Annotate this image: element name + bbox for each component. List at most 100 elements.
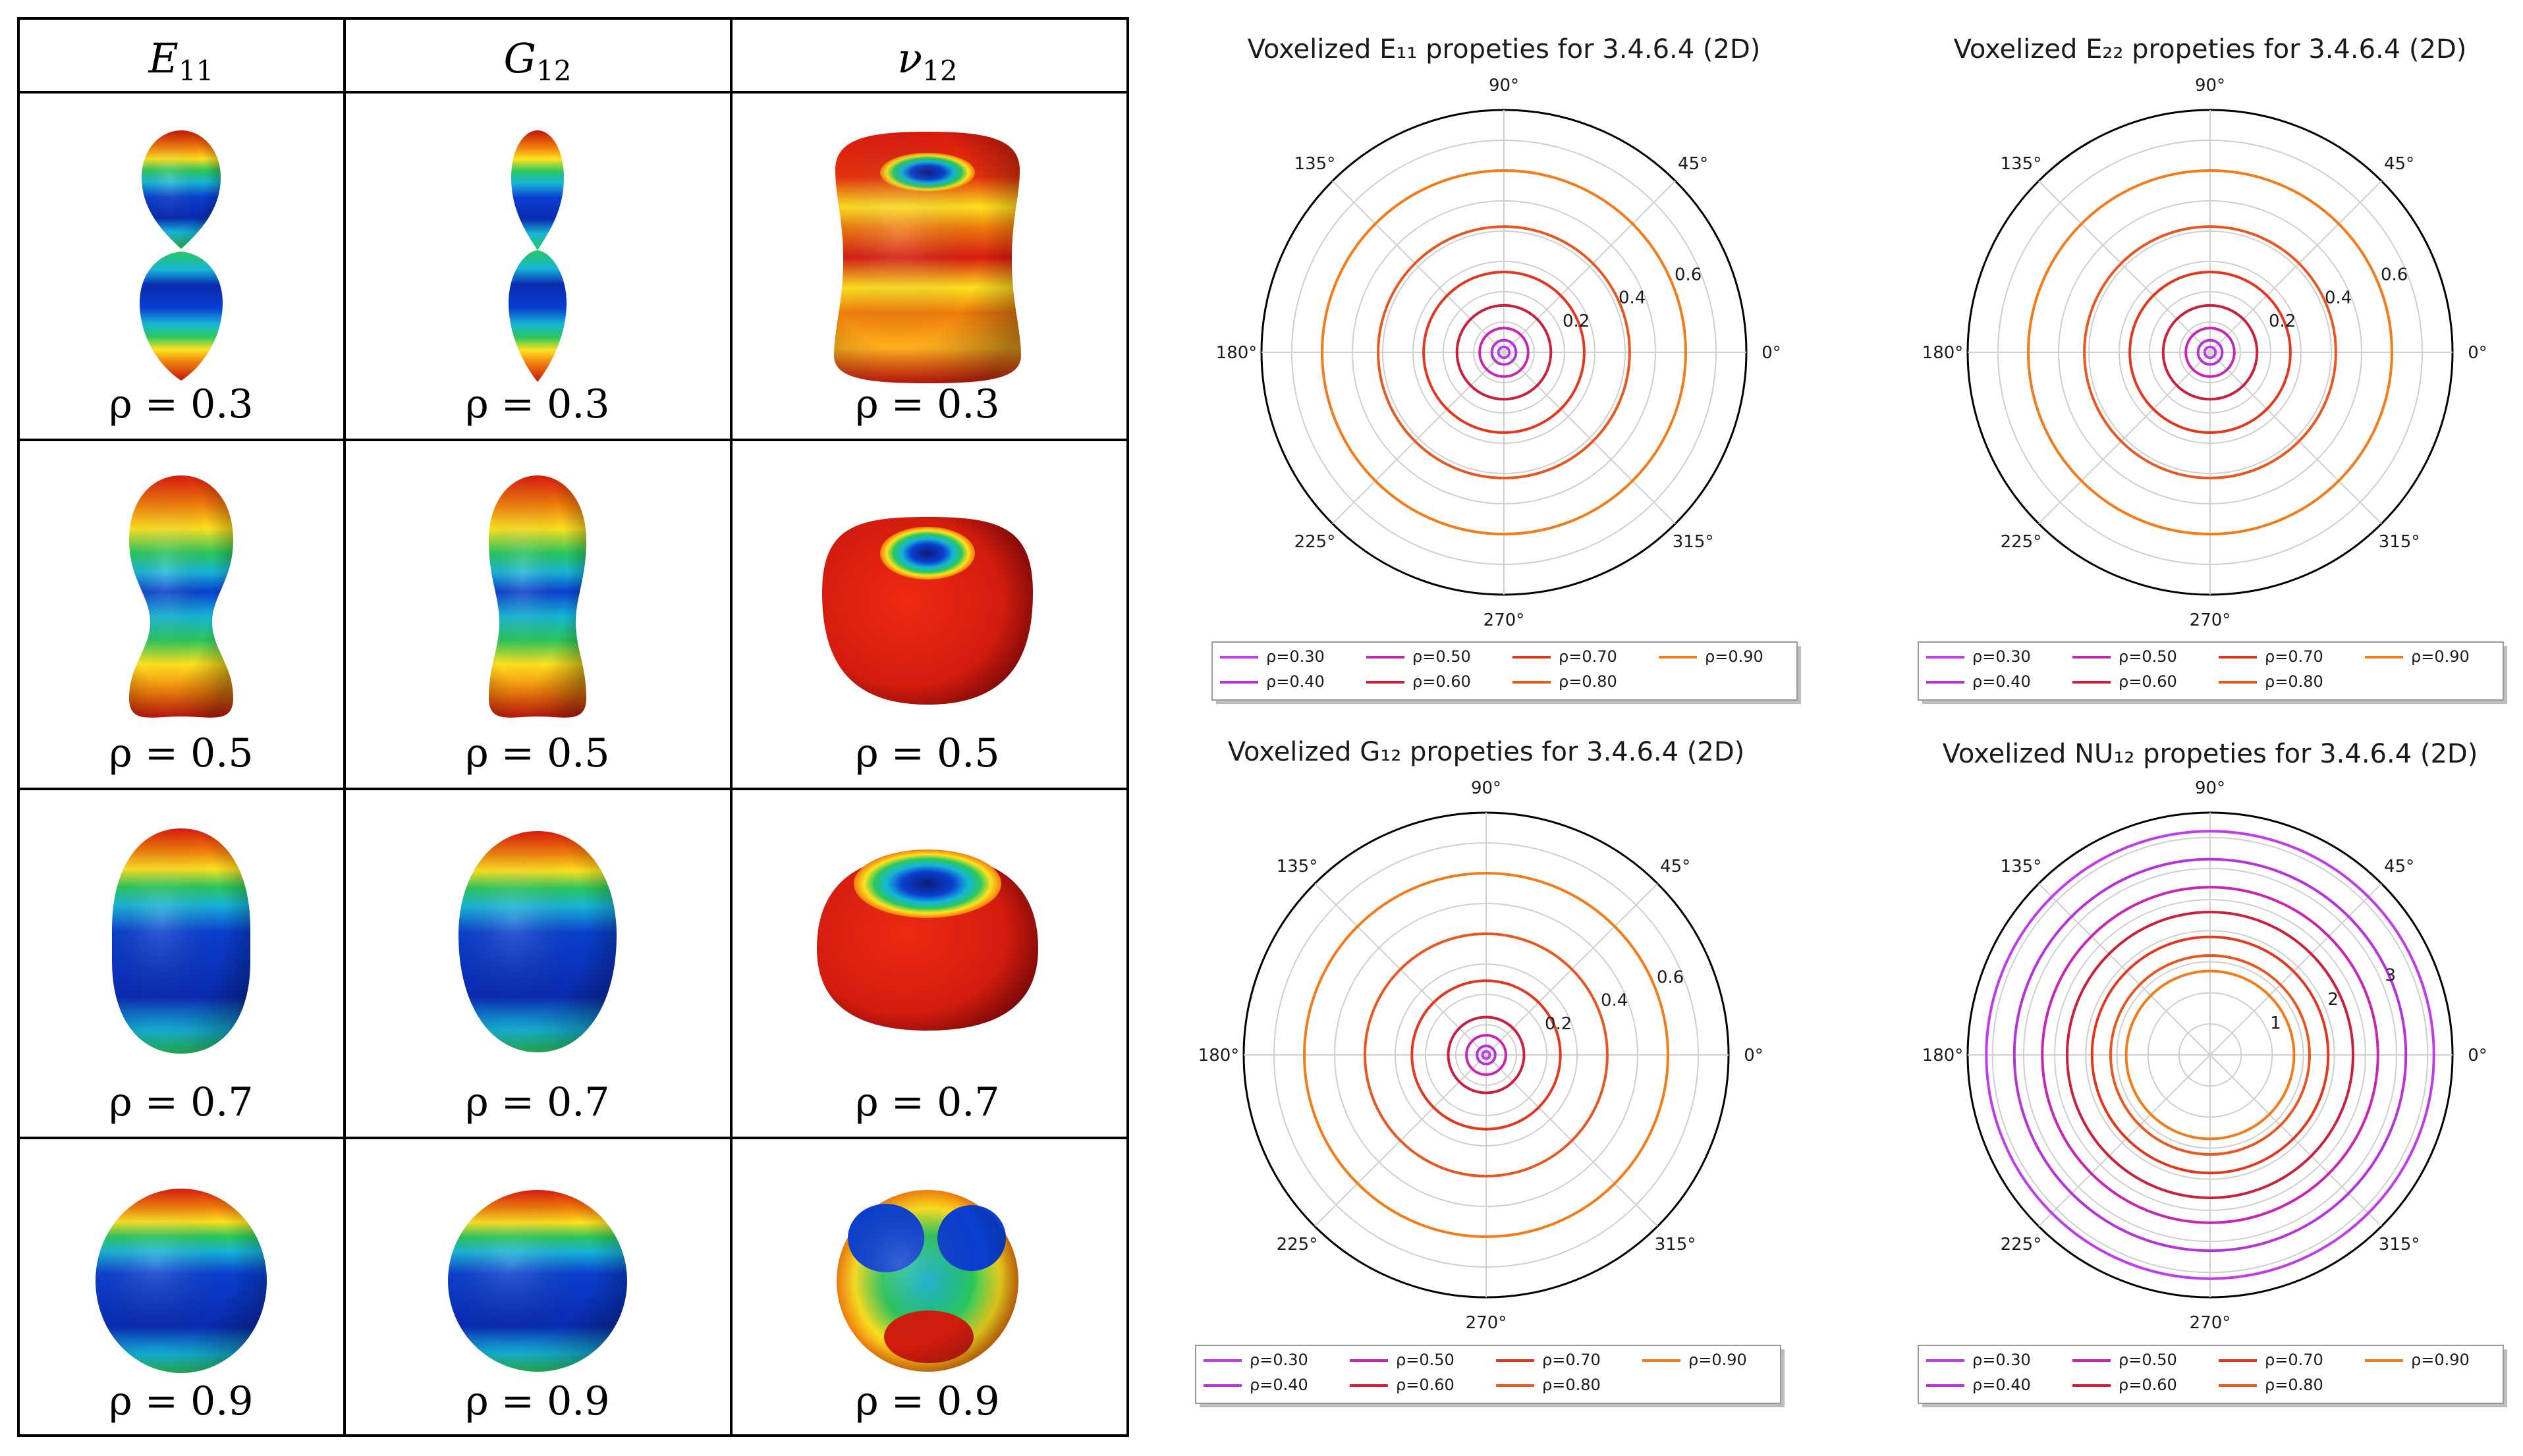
legend-label: ρ=0.30 xyxy=(1266,647,1325,666)
rho-label: ρ = 0.7 xyxy=(855,1079,999,1125)
angle-label: 225° xyxy=(2001,1235,2042,1254)
chart-title: Voxelized G₁₂ propeties for 3.4.6.4 (2D) xyxy=(1228,737,1745,767)
legend-label: ρ=0.40 xyxy=(1972,672,2031,691)
angle-label: 315° xyxy=(1673,532,1714,552)
legend-label: ρ=0.30 xyxy=(1972,1351,2031,1369)
grid-spoke xyxy=(1503,180,1676,353)
angle-label: 0° xyxy=(2468,343,2487,363)
series-ring xyxy=(2161,304,2259,401)
series-ring xyxy=(1364,932,1609,1177)
series-ring xyxy=(1476,1044,1497,1065)
legend-label: ρ=0.70 xyxy=(2265,647,2323,666)
legend-frame xyxy=(1195,1345,1781,1404)
legend-label: ρ=0.90 xyxy=(2411,647,2470,666)
radial-tick-label: 0.4 xyxy=(2325,288,2352,308)
angle-label: 315° xyxy=(1655,1235,1696,1254)
radial-tick-label: 0.6 xyxy=(1657,967,1684,987)
grid-spoke xyxy=(2209,180,2382,353)
sphere-shade xyxy=(448,1190,627,1372)
legend: ρ=0.30 ρ=0.40 ρ=0.50 ρ=0.60 ρ=0.70 ρ=0.80 ρ=0.… xyxy=(1195,1345,1785,1407)
angle-label: 0° xyxy=(1744,1046,1763,1065)
g12-shape-rho-0-3 xyxy=(509,130,567,382)
legend-label: ρ=0.60 xyxy=(2119,672,2177,691)
nu12-shape-rho-0-7 xyxy=(817,849,1038,1031)
disc-top-pattern xyxy=(854,849,1001,918)
series-ring xyxy=(1490,338,1518,366)
angle-label: 0° xyxy=(1761,343,1781,363)
nu12-shape-rho-0-5 xyxy=(822,517,1033,705)
legend-label: ρ=0.40 xyxy=(1972,1376,2031,1394)
legend-label: ρ=0.40 xyxy=(1266,672,1325,691)
legend-label: ρ=0.80 xyxy=(1559,672,1617,691)
legend-label: ρ=0.60 xyxy=(1412,672,1471,691)
series-ring xyxy=(1478,327,1530,378)
legend-label: ρ=0.60 xyxy=(2119,1376,2177,1394)
radial-tick-label: 0.6 xyxy=(2381,265,2408,284)
legend-label: ρ=0.80 xyxy=(2265,1376,2323,1394)
rho-label: ρ = 0.9 xyxy=(465,1378,609,1424)
series-ring xyxy=(1481,1050,1491,1060)
legend-label: ρ=0.50 xyxy=(2119,647,2177,666)
rho-label: ρ = 0.7 xyxy=(109,1079,253,1125)
series-ring xyxy=(1410,979,1562,1131)
angle-label: 135° xyxy=(1294,154,1336,174)
radial-tick-label: 3 xyxy=(2385,966,2397,986)
series-ring xyxy=(2128,271,2292,434)
radial-tick-label: 0.4 xyxy=(1619,288,1646,308)
series-ring xyxy=(1303,872,1669,1238)
angle-label: 90° xyxy=(1489,76,1519,95)
sphere-shade xyxy=(837,1190,1018,1372)
torus-shade xyxy=(834,132,1021,383)
sphere-shade xyxy=(96,1189,267,1373)
angle-label: 225° xyxy=(2001,532,2042,552)
e11-shape-rho-0-3 xyxy=(140,130,223,381)
e11-shape-rho-0-5 xyxy=(129,475,233,718)
peanut-shade xyxy=(489,475,586,718)
legend: ρ=0.30 ρ=0.40 ρ=0.50 ρ=0.60 ρ=0.70 ρ=0.80 ρ=0.… xyxy=(1918,641,2507,704)
rho-label: ρ = 0.5 xyxy=(109,730,253,776)
polar-chart-1: Voxelized E₁₁ propeties for 3.4.6.4 (2D)… xyxy=(1211,34,1801,704)
angle-label: 270° xyxy=(2190,610,2231,630)
legend-label: ρ=0.50 xyxy=(1412,647,1471,666)
g12-shape-rho-0-7 xyxy=(458,831,617,1052)
series-ring xyxy=(2083,225,2337,479)
legend-label: ρ=0.30 xyxy=(1250,1351,1308,1369)
header-sub: 11 xyxy=(179,55,213,87)
capsule-shade xyxy=(112,828,250,1054)
header-main: E xyxy=(148,34,179,82)
legend-label: ρ=0.90 xyxy=(2411,1351,2470,1369)
chart-title: Voxelized E₁₁ propeties for 3.4.6.4 (2D) xyxy=(1248,34,1761,65)
angle-label: 0° xyxy=(2468,1046,2487,1065)
lobe-lower xyxy=(140,252,223,381)
chart-title: Voxelized E₂₂ propeties for 3.4.6.4 (2D) xyxy=(1954,34,2467,65)
series-ring xyxy=(2027,169,2393,535)
legend-label: ρ=0.90 xyxy=(1705,647,1763,666)
rho-label: ρ = 0.7 xyxy=(465,1079,609,1125)
polar-chart-3: Voxelized G₁₂ propeties for 3.4.6.4 (2D)… xyxy=(1195,737,1785,1407)
angle-label: 225° xyxy=(1294,532,1336,552)
angle-label: 90° xyxy=(2195,76,2225,95)
angle-label: 135° xyxy=(2001,154,2042,174)
legend: ρ=0.30 ρ=0.40 ρ=0.50 ρ=0.60 ρ=0.70 ρ=0.80 ρ=0.… xyxy=(1211,641,1801,704)
angle-label: 180° xyxy=(1922,343,1964,363)
rho-label: ρ = 0.9 xyxy=(855,1378,999,1424)
legend-label: ρ=0.30 xyxy=(1972,647,2031,666)
grid-spoke xyxy=(1332,180,1505,353)
e11-shape-rho-0-9 xyxy=(96,1189,267,1373)
legend-label: ρ=0.50 xyxy=(1396,1351,1455,1369)
radial-tick-label: 0.6 xyxy=(1675,265,1702,284)
series-ring xyxy=(2196,338,2224,366)
series-ring xyxy=(1447,1015,1526,1094)
property-table: E11 G12 ν12 ρ = 0.3 ρ = 0.3 ρ = 0.3 ρ = … xyxy=(17,17,1129,1437)
legend-label: ρ=0.90 xyxy=(1688,1351,1747,1369)
egg-shade xyxy=(458,831,617,1052)
cushion-hole xyxy=(880,527,975,580)
angle-label: 135° xyxy=(2001,857,2042,876)
rho-label: ρ = 0.9 xyxy=(109,1378,253,1424)
header-e11: E11 xyxy=(148,34,214,87)
rho-label: ρ = 0.3 xyxy=(465,381,609,427)
header-sub: 12 xyxy=(536,55,571,87)
radial-tick-label: 0.2 xyxy=(1563,311,1590,331)
legend-label: ρ=0.70 xyxy=(2265,1351,2323,1369)
angle-label: 45° xyxy=(1660,857,1690,876)
